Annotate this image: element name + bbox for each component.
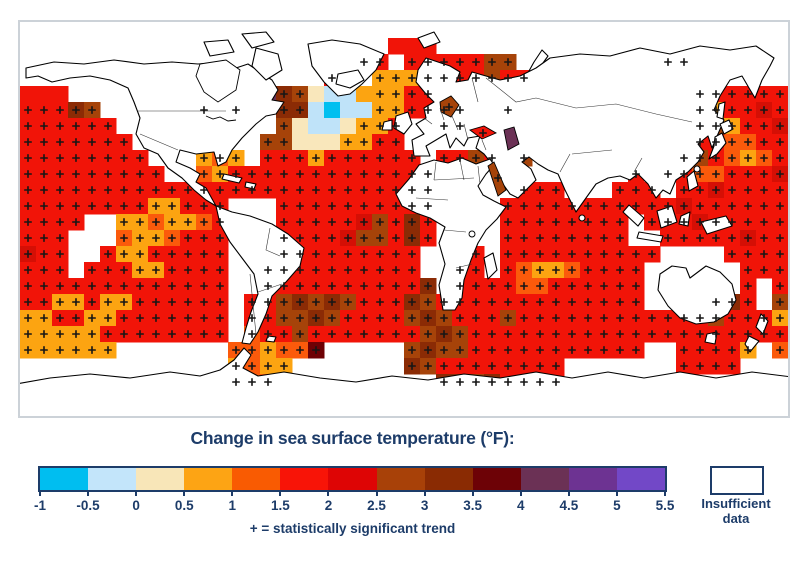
legend-title: Change in sea surface temperature (°F): — [190, 428, 515, 448]
sst-cell — [308, 118, 325, 135]
legend-tick-label: 3.5 — [463, 498, 483, 513]
legend-tick-mark — [327, 490, 330, 496]
legend-tick-label: 2.5 — [367, 498, 386, 513]
legend-color-segment — [568, 468, 617, 490]
legend-tick-mark — [615, 490, 618, 496]
island-ellesmere — [241, 31, 275, 49]
island-honshu — [708, 132, 727, 160]
legend-tick-mark — [519, 490, 522, 496]
island-iceland — [335, 69, 365, 89]
legend-color-segment — [328, 468, 377, 490]
sst-cell — [324, 134, 341, 151]
caspian-sea — [503, 126, 520, 151]
island-sri-lanka — [578, 214, 586, 222]
sst-cell — [340, 102, 357, 119]
legend-tick-mark — [423, 490, 426, 496]
insufficient-data-line2: data — [722, 511, 750, 526]
legend-tick-label: 5 — [613, 498, 621, 513]
island-svalbard — [417, 31, 441, 49]
legend-tick-mark — [183, 490, 186, 496]
legend-color-segment — [136, 468, 185, 490]
legend-color-bar — [38, 466, 667, 492]
island-hokkaido — [719, 119, 734, 135]
island-sakhalin — [716, 101, 726, 120]
legend-tick-label: 0 — [132, 498, 140, 513]
legend-tick-label: 3 — [420, 498, 429, 513]
legend-color-segment — [184, 468, 233, 490]
legend-tick-label: 4.5 — [559, 498, 579, 513]
significance-note: + = statistically significant trend — [249, 521, 456, 536]
island-tasmania — [704, 331, 718, 345]
legend-tick-label: 1.5 — [270, 498, 290, 513]
legend-tick-label: 4 — [517, 498, 525, 513]
island-hispaniola — [244, 181, 257, 190]
sst-cell — [404, 38, 421, 55]
world-map — [20, 31, 788, 416]
sst-cell — [324, 118, 341, 135]
country-borders — [138, 77, 693, 335]
legend-tick-mark — [375, 490, 378, 496]
legend-color-segment — [616, 468, 666, 490]
legend-color-segment — [376, 468, 425, 490]
insufficient-data-box — [710, 466, 764, 495]
island-java — [636, 231, 664, 243]
sst-cell — [388, 38, 405, 55]
sst-cell — [356, 102, 373, 119]
legend-tick-mark — [471, 490, 474, 496]
sst-cell — [308, 134, 325, 151]
island-baffin — [251, 47, 283, 81]
legend-color-segment — [424, 468, 473, 490]
island-ireland — [381, 119, 393, 131]
sst-cell — [324, 102, 341, 119]
lake-victoria — [468, 230, 476, 238]
island-sumatra — [622, 204, 645, 227]
legend-tick-label: -1 — [33, 498, 46, 513]
sst-cell — [308, 86, 325, 103]
sst-cell — [308, 102, 325, 119]
legend-tick-mark — [39, 490, 41, 496]
island-taiwan — [693, 165, 701, 173]
insufficient-data-line1: Insufficient — [701, 496, 771, 511]
legend-tick-label: -0.5 — [76, 498, 100, 513]
sst-cell — [356, 86, 373, 103]
island-philippines — [686, 170, 699, 192]
sst-cell — [36, 86, 53, 103]
continent-australia — [657, 265, 737, 325]
legend-color-segment — [232, 468, 281, 490]
legend-color-segment — [472, 468, 521, 490]
sst-cell — [52, 86, 69, 103]
island-greenland — [307, 39, 385, 97]
continent-antarctica — [20, 347, 788, 416]
insufficient-data-label: Insufficient data — [690, 496, 782, 526]
legend-tick-label: 2 — [324, 498, 333, 513]
great-lakes — [205, 115, 237, 122]
legend-tick-label: 5.5 — [655, 498, 675, 513]
legend-color-segment — [88, 468, 137, 490]
island-madagascar — [483, 252, 498, 280]
significance-marks — [24, 58, 784, 386]
sst-cell — [292, 134, 309, 151]
sst-cell — [292, 118, 309, 135]
sst-cell — [340, 118, 357, 135]
hudson-bay — [195, 59, 241, 103]
legend-tick-label: 1 — [228, 498, 237, 513]
legend-tick-mark — [567, 490, 570, 496]
red-sea — [487, 161, 507, 197]
continent-south-america — [215, 205, 305, 345]
landmasses — [20, 31, 788, 416]
legend-tick-label: 0.5 — [174, 498, 194, 513]
legend-color-segment — [40, 468, 89, 490]
legend-tick-mark — [279, 490, 282, 496]
sst-cell — [20, 86, 37, 103]
legend-tick-mark — [135, 490, 138, 496]
legend-tick-mark — [231, 490, 234, 496]
island-borneo — [656, 205, 678, 229]
legend-color-segment — [520, 468, 569, 490]
legend-color-segment — [280, 468, 329, 490]
legend-tick-mark — [664, 490, 666, 496]
world-map-panel — [18, 20, 790, 418]
island-victoria — [203, 39, 235, 57]
legend-tick-mark — [87, 490, 90, 496]
